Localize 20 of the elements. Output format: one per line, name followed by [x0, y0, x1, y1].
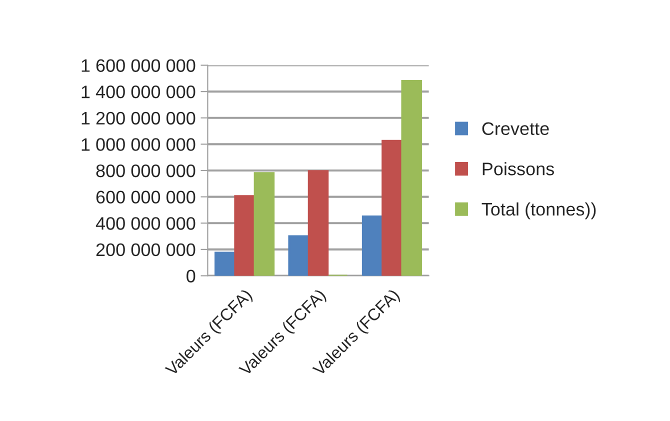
bar	[362, 216, 383, 276]
bar	[214, 252, 236, 276]
y-tick-label: 1 600 000 000	[82, 59, 196, 72]
y-tick-label: 200 000 000	[96, 243, 196, 256]
y-tick-label: 1 400 000 000	[82, 86, 196, 98]
bar	[288, 235, 309, 276]
y-tick-label: 1 000 000 000	[82, 138, 196, 151]
legend-label: Total (tonnes))	[482, 202, 596, 220]
legend-label: Poissons	[482, 162, 554, 176]
legend-label: Crevette	[482, 122, 549, 136]
bar	[401, 80, 422, 276]
y-tick-label: 800 000 000	[96, 164, 196, 178]
y-tick-label: 600 000 000	[96, 190, 196, 204]
y-tick-label: 1 200 000 000	[82, 112, 196, 125]
y-tick-label: 0	[186, 270, 196, 282]
bar	[308, 170, 329, 276]
y-tick-label: 400 000 000	[96, 217, 196, 230]
bar	[254, 172, 275, 276]
bar	[382, 140, 402, 276]
bar	[234, 195, 255, 276]
